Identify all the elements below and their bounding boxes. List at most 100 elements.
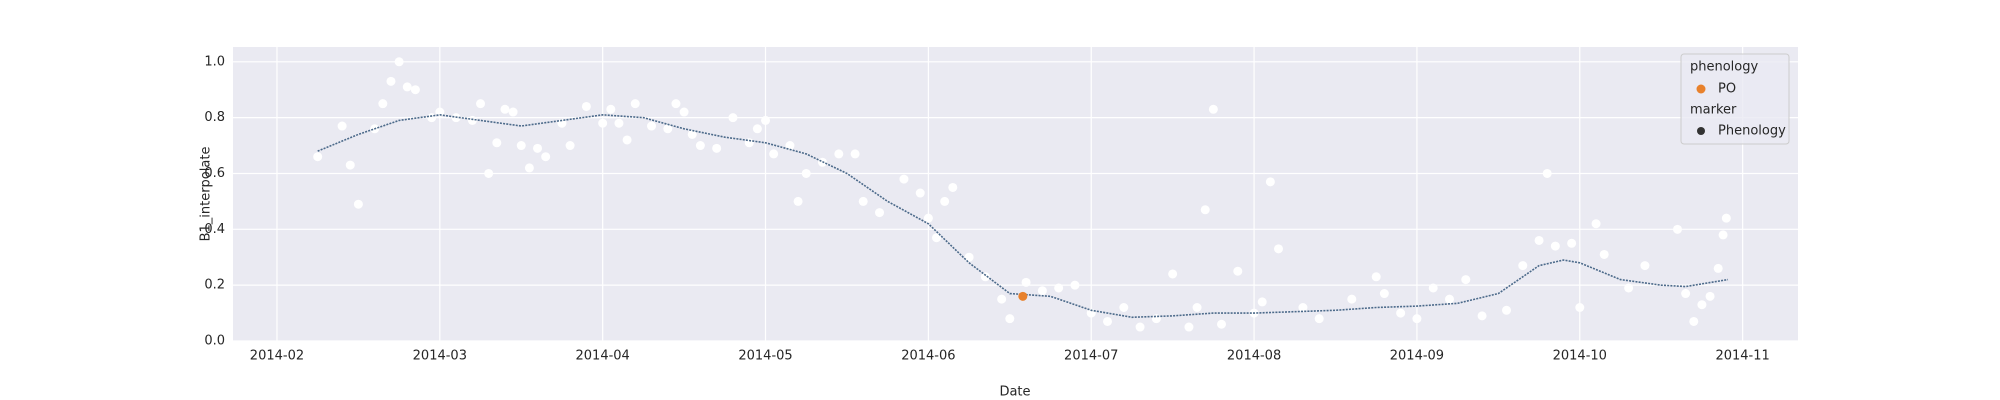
scatter-point [1640, 261, 1650, 271]
scatter-point [932, 233, 942, 243]
scatter-point [915, 188, 925, 198]
scatter-point [1721, 213, 1731, 223]
scatter-point [402, 82, 412, 92]
legend-title: phenology [1690, 60, 1758, 75]
scatter-point [834, 149, 844, 159]
scatter-point [313, 152, 323, 162]
scatter-point [1086, 308, 1096, 318]
scatter-point [1070, 280, 1080, 290]
scatter-point [516, 141, 526, 151]
legend-label: Phenology [1718, 124, 1786, 139]
x-axis-label: Date [999, 385, 1030, 400]
scatter-point [1689, 316, 1699, 326]
y-tick-label: 0.4 [204, 222, 225, 237]
scatter-point [997, 294, 1007, 304]
scatter-point [508, 107, 518, 117]
scatter-point [1119, 302, 1129, 312]
scatter-point [1697, 300, 1707, 310]
scatter-point [1135, 322, 1145, 332]
scatter-point [695, 141, 705, 151]
scatter-point [1371, 272, 1381, 282]
scatter-point [614, 118, 624, 128]
y-tick-label: 0.8 [204, 110, 225, 125]
scatter-point [435, 107, 445, 117]
legend-title: marker [1690, 103, 1737, 118]
scatter-point [850, 149, 860, 159]
scatter-point [467, 115, 477, 125]
scatter-point [476, 99, 486, 109]
scatter-point [1428, 283, 1438, 293]
scatter-point [622, 135, 632, 145]
scatter-point [345, 160, 355, 170]
scatter-point [1681, 289, 1691, 299]
scatter-point [1257, 297, 1267, 307]
scatter-point [663, 124, 673, 134]
scatter-point [1233, 266, 1243, 276]
scatter-point [1567, 238, 1577, 248]
scatter-point [1314, 314, 1324, 324]
y-tick-label: 0.0 [204, 334, 225, 349]
scatter-point [679, 107, 689, 117]
scatter-point [1168, 269, 1178, 279]
x-tick-label: 2014-02 [250, 349, 304, 364]
scatter-point [793, 196, 803, 206]
scatter-point [940, 196, 950, 206]
legend-box [1680, 53, 1790, 145]
scatter-point [1705, 291, 1715, 301]
scatter-point [1518, 261, 1528, 271]
scatter-point [752, 124, 762, 134]
scatter-point [801, 168, 811, 178]
scatter-point [1672, 224, 1682, 234]
scatter-point [598, 118, 608, 128]
scatter-point [728, 113, 738, 123]
x-tick-label: 2014-04 [576, 349, 630, 364]
scatter-point [1018, 291, 1028, 301]
scatter-point [484, 168, 494, 178]
x-tick-label: 2014-09 [1390, 349, 1444, 364]
scatter-point [899, 174, 909, 184]
scatter-point [557, 118, 567, 128]
x-tick-label: 2014-03 [413, 349, 467, 364]
y-axis-label: B1_interpolate [199, 147, 214, 242]
scatter-point [1021, 277, 1031, 287]
legend-marker [1697, 127, 1705, 135]
scatter-point [923, 213, 933, 223]
scatter-point [785, 141, 795, 151]
scatter-point [1208, 104, 1218, 114]
y-tick-label: 0.6 [204, 166, 225, 181]
scatter-point [386, 76, 396, 86]
scatter-point [1534, 235, 1544, 245]
scatter-point [1151, 314, 1161, 324]
scatter-point [1298, 302, 1308, 312]
scatter-point [378, 99, 388, 109]
scatter-point [980, 272, 990, 282]
scatter-point [353, 199, 363, 209]
x-tick-label: 2014-07 [1064, 349, 1118, 364]
scatter-point [761, 115, 771, 125]
scatter-point [1217, 319, 1227, 329]
scatter-point [1396, 308, 1406, 318]
y-tick-label: 1.0 [204, 54, 225, 69]
scatter-point [500, 104, 510, 114]
scatter-point [1550, 241, 1560, 251]
scatter-point [1713, 263, 1723, 273]
scatter-point [712, 143, 722, 153]
scatter-point [1037, 286, 1047, 296]
scatter-point [1347, 294, 1357, 304]
scatter-point [1624, 283, 1634, 293]
legend-label: PO [1718, 82, 1736, 97]
x-tick-label: 2014-08 [1227, 349, 1281, 364]
scatter-point [769, 149, 779, 159]
x-tick-label: 2014-06 [901, 349, 955, 364]
x-tick-label: 2014-10 [1553, 349, 1607, 364]
scatter-point [671, 99, 681, 109]
legend-marker [1696, 84, 1706, 94]
plot-area [233, 47, 1798, 341]
scatter-point [581, 101, 591, 111]
scatter-point [1444, 294, 1454, 304]
scatter-point [427, 113, 437, 123]
scatter-point [875, 208, 885, 218]
scatter-point [337, 121, 347, 131]
scatter-point [1005, 314, 1015, 324]
scatter-point [524, 163, 534, 173]
